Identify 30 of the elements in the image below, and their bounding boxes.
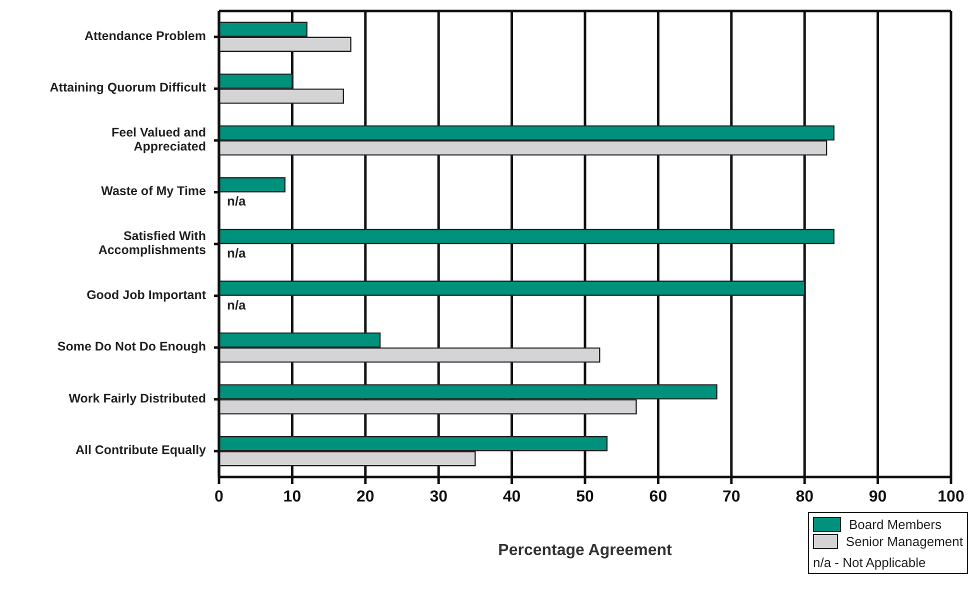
bar [219,280,806,296]
x-tick-label: 40 [502,488,521,506]
y-tick-label: Good Job Important [86,288,207,302]
y-tick-label: Feel Valued and Appreciated [112,126,206,154]
y-tick-label: Attaining Quorum Difficult [50,80,207,95]
x-tick-label: 50 [576,488,594,506]
y-tick-label: All Contribute Equally [75,443,206,458]
x-tick-label: 100 [938,488,964,506]
x-axis-title: Percentage Agreement [498,542,673,559]
x-tick-label: 10 [283,488,302,506]
legend-label: Board Members [849,517,942,532]
y-tick-label: Some Do Not Do Enough [57,340,206,354]
text: n/a - Not Applicable [813,555,927,570]
bar [219,228,834,244]
x-tick-label: 30 [430,488,448,506]
y-tick-label: Work Fairly Distributed [68,392,206,406]
text: n/a [227,194,246,209]
x-tick-label: 90 [868,488,887,506]
text: n/a [227,297,246,312]
x-tick-label: 20 [356,488,374,506]
x-tick-label: 60 [649,488,668,506]
y-tick-label: Satisfied With Accomplishments [98,229,206,258]
text: n/a [227,246,246,260]
legend-label: Senior Management [846,534,963,549]
bar [219,177,286,192]
x-tick-label: 70 [722,488,740,506]
y-tick-label: Waste of My Time [101,184,206,199]
y-tick-label: Attendance Problem [84,29,206,44]
x-tick-label: 80 [796,488,814,506]
x-tick-label: 0 [214,488,224,506]
